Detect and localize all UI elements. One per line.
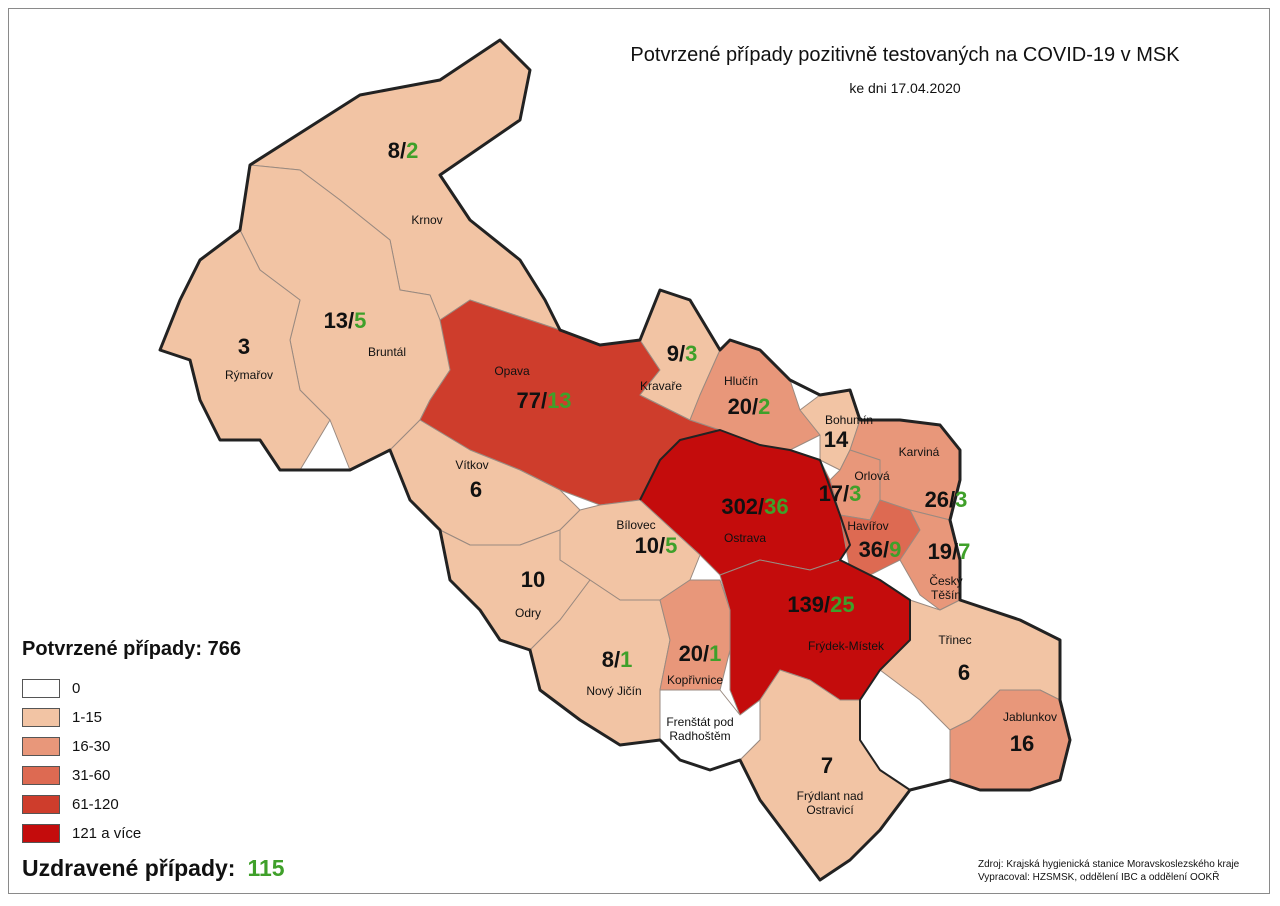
district-name: Odry <box>515 606 541 620</box>
district-name: Český Těšín <box>929 573 962 602</box>
map-date: ke dni 17.04.2020 <box>849 80 961 96</box>
district-name: Krnov <box>411 213 442 227</box>
district-case-count: 20/1 <box>679 641 722 666</box>
district-case-count: 26/3 <box>925 487 968 512</box>
source-line: Zdroj: Krajská hygienická stanice Moravs… <box>978 859 1240 870</box>
district-case-count: 8/2 <box>388 138 419 163</box>
legend-row: 1-15 <box>22 703 141 732</box>
district-case-count: 36/9 <box>859 537 902 562</box>
district-name: Kravaře <box>640 379 682 393</box>
legend-swatch <box>22 737 60 756</box>
district-name: Bruntál <box>368 345 406 359</box>
region-outline <box>158 38 1072 882</box>
legend-swatch <box>22 679 60 698</box>
district-case-count: 8/1 <box>602 647 633 672</box>
district-name: Frýdlant nad Ostravicí <box>797 789 864 817</box>
district-name: Frenštát pod Radhoštěm <box>666 715 733 743</box>
district-case-count: 10/5 <box>635 533 678 558</box>
district-name: Třinec <box>938 633 971 647</box>
district-case-count: 77/13 <box>516 388 571 413</box>
district-case-count: 7 <box>821 753 833 778</box>
district-case-count: 139/25 <box>787 592 854 617</box>
district-case-count: 3 <box>238 334 250 359</box>
legend-row: 31-60 <box>22 761 141 790</box>
source-note: Zdroj: Krajská hygienická stanice Moravs… <box>978 858 1239 884</box>
district-name: Karviná <box>899 445 940 459</box>
legend-swatch <box>22 824 60 843</box>
district-name: Jablunkov <box>1003 710 1057 724</box>
legend-swatch <box>22 795 60 814</box>
district-name: Vítkov <box>455 458 488 472</box>
district-name: Ostrava <box>724 531 766 545</box>
district-case-count: 19/7 <box>928 539 971 564</box>
district-name: Nový Jičín <box>586 684 641 698</box>
district-17 <box>659 579 731 691</box>
district-name: Rýmařov <box>225 368 273 382</box>
map-frame <box>8 8 1270 894</box>
district-case-count: 16 <box>1010 731 1034 756</box>
confirmed-label: Potvrzené případy: <box>22 638 203 660</box>
author-line: Vypracoval: HZSMSK, oddělení IBC a odděl… <box>978 872 1220 883</box>
district-name: Hlučín <box>724 374 758 388</box>
district-case-count: 17/3 <box>819 481 862 506</box>
legend-row: 121 a více <box>22 819 141 848</box>
legend-row: 0 <box>22 674 141 703</box>
recovered-total: 115 <box>247 855 285 881</box>
district-name: Havířov <box>847 519 888 533</box>
legend-swatch <box>22 708 60 727</box>
district-case-count: 10 <box>521 567 545 592</box>
district-boundary <box>639 429 911 791</box>
district-case-count: 302/36 <box>721 494 788 519</box>
district-name: Kopřivnice <box>667 673 723 687</box>
recovered-label: Uzdravené případy: <box>22 855 236 881</box>
recovered-summary: Uzdravené případy: 115 <box>22 855 285 882</box>
legend-swatch <box>22 766 60 785</box>
legend-label: 1-15 <box>72 709 103 726</box>
map-title: Potvrzené případy pozitivně testovaných … <box>630 44 1180 66</box>
legend-label: 0 <box>72 680 81 697</box>
district-name: Bohumín <box>825 413 873 427</box>
district-name: Frýdek-Místek <box>808 639 885 653</box>
district-case-count: 9/3 <box>667 341 698 366</box>
legend-label: 61-120 <box>72 796 119 813</box>
district-name: Bílovec <box>616 518 655 532</box>
confirmed-total: 766 <box>207 638 241 660</box>
legend-row: 61-120 <box>22 790 141 819</box>
legend-label: 16-30 <box>72 738 111 755</box>
legend-label: 31-60 <box>72 767 111 784</box>
district-name: Orlová <box>854 469 890 483</box>
legend-row: 16-30 <box>22 732 141 761</box>
legend-label: 121 a více <box>72 825 142 842</box>
district-case-count: 13/5 <box>324 308 367 333</box>
district-case-count: 6 <box>470 477 482 502</box>
district-case-count: 6 <box>958 660 970 685</box>
district-case-count: 20/2 <box>728 394 771 419</box>
district-case-count: 14 <box>824 427 849 452</box>
legend: 0 1-15 16-30 31-60 61-120 121 a více <box>22 674 141 848</box>
legend-title: Potvrzené případy: 766 <box>22 638 241 661</box>
district-name: Opava <box>494 364 530 378</box>
